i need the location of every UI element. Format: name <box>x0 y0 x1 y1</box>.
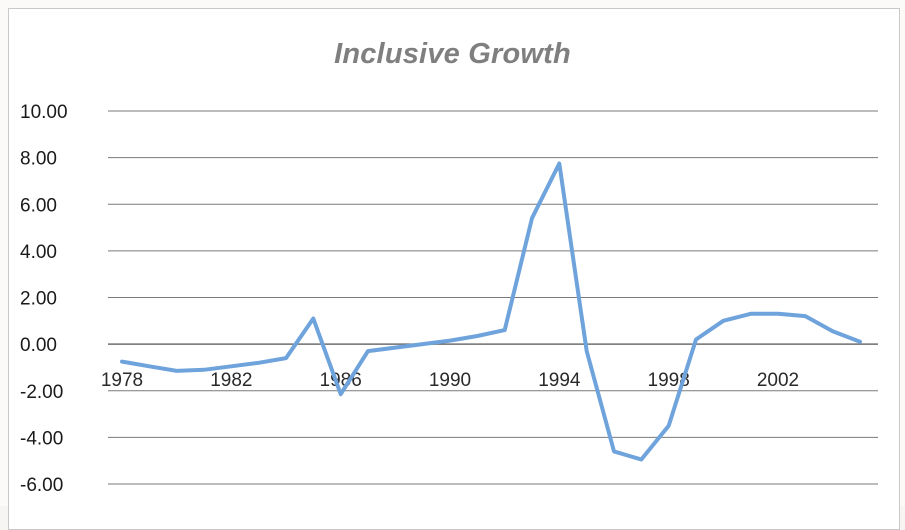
y-tick-label: 0.00 <box>20 335 57 356</box>
chart-frame: Inclusive Growth 10.00 8.00 6.00 4.00 2.00 0.… <box>8 8 900 530</box>
line-chart: 10.00 8.00 6.00 4.00 2.00 0.00 -2.00 -4.00 -6.00… <box>20 102 878 496</box>
x-axis: 1978 1982 1986 1990 1994 1998 2002 <box>101 370 799 391</box>
y-tick-label: -2.00 <box>20 382 63 403</box>
grid-lines <box>108 110 878 485</box>
y-tick-label: -4.00 <box>20 428 63 449</box>
chart-title: Inclusive Growth <box>334 38 571 70</box>
chart-area <box>8 8 900 530</box>
y-tick-label: 8.00 <box>20 149 57 170</box>
y-tick-label: 10.00 <box>20 102 68 123</box>
x-tick-label: 2002 <box>757 370 799 391</box>
x-tick-label: 1994 <box>538 370 581 391</box>
series-line <box>120 161 862 462</box>
y-tick-label: 6.00 <box>20 195 57 216</box>
x-tick-label: 1978 <box>101 370 143 391</box>
y-tick-label: -6.00 <box>20 475 63 496</box>
y-tick-label: 4.00 <box>20 242 57 263</box>
x-tick-label: 1982 <box>210 370 252 391</box>
y-tick-label: 2.00 <box>20 289 57 310</box>
y-axis: 10.00 8.00 6.00 4.00 2.00 0.00 -2.00 -4.00 -6.00 <box>20 102 68 496</box>
x-tick-label: 1990 <box>429 370 471 391</box>
series-layer <box>120 161 862 462</box>
